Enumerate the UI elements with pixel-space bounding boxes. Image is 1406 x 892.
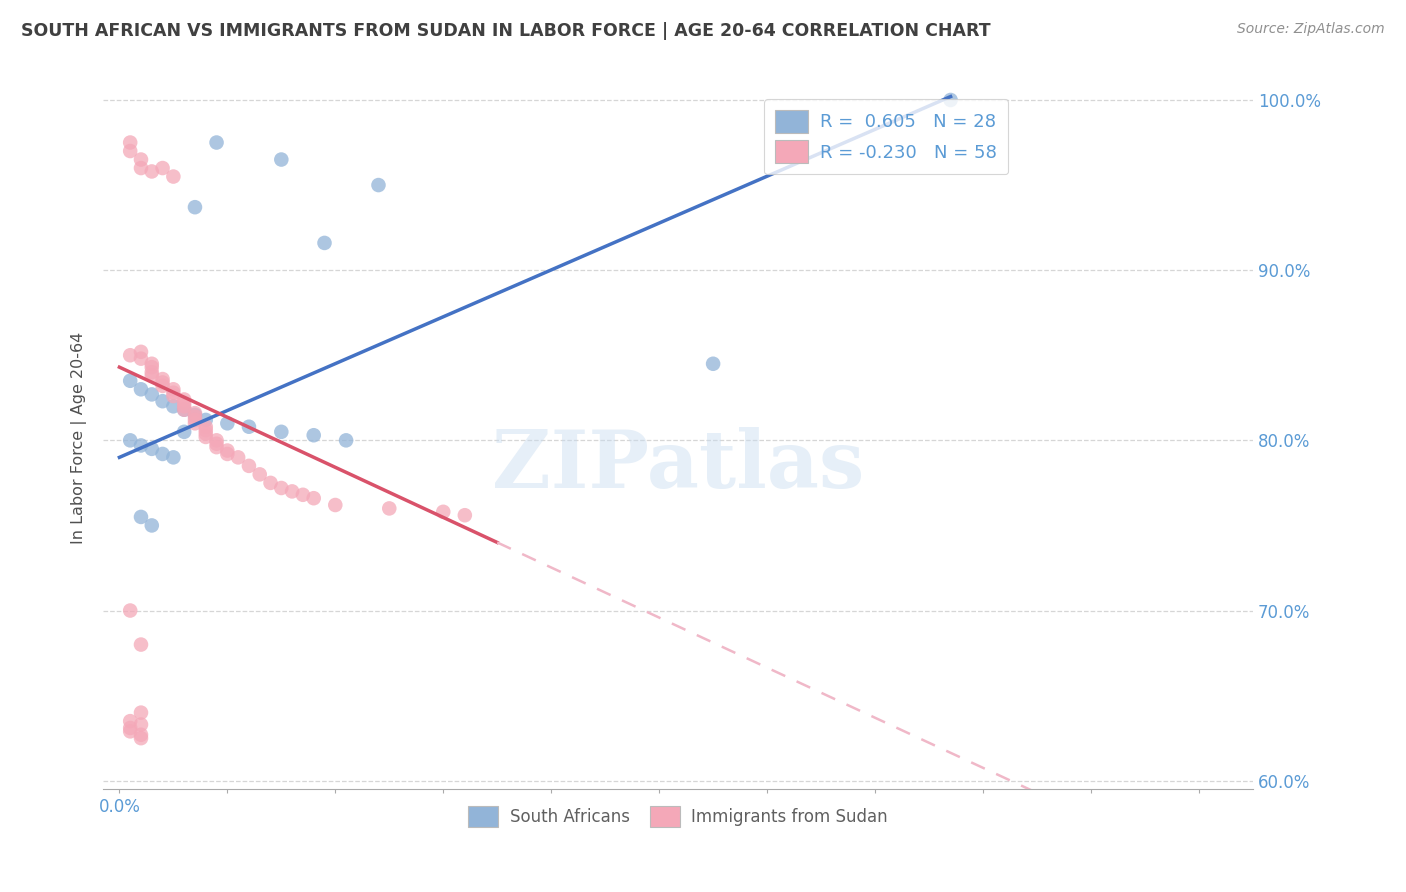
Point bbox=[217, 417, 239, 431]
Point bbox=[378, 501, 401, 516]
Text: SOUTH AFRICAN VS IMMIGRANTS FROM SUDAN IN LABOR FORCE | AGE 20-64 CORRELATION CH: SOUTH AFRICAN VS IMMIGRANTS FROM SUDAN I… bbox=[21, 22, 991, 40]
Point bbox=[129, 706, 152, 720]
Point bbox=[173, 425, 195, 439]
Point bbox=[141, 387, 163, 401]
Point bbox=[129, 731, 152, 746]
Text: ZIPatlas: ZIPatlas bbox=[492, 427, 865, 505]
Point bbox=[129, 510, 152, 524]
Point bbox=[454, 508, 477, 523]
Point bbox=[184, 408, 207, 422]
Point bbox=[302, 491, 325, 506]
Point bbox=[194, 423, 217, 437]
Point bbox=[129, 344, 152, 359]
Y-axis label: In Labor Force | Age 20-64: In Labor Force | Age 20-64 bbox=[72, 332, 87, 544]
Point bbox=[120, 144, 142, 158]
Point bbox=[120, 434, 142, 448]
Point bbox=[194, 430, 217, 444]
Point bbox=[173, 402, 195, 417]
Point bbox=[281, 484, 304, 499]
Point bbox=[939, 93, 962, 107]
Point bbox=[162, 385, 184, 400]
Point bbox=[120, 721, 142, 735]
Point bbox=[194, 419, 217, 434]
Point bbox=[129, 728, 152, 742]
Point bbox=[249, 467, 271, 482]
Point bbox=[291, 488, 314, 502]
Point bbox=[173, 400, 195, 414]
Point bbox=[205, 436, 228, 450]
Point bbox=[152, 376, 174, 390]
Point bbox=[335, 434, 357, 448]
Point bbox=[173, 396, 195, 410]
Point bbox=[194, 426, 217, 441]
Legend: South Africans, Immigrants from Sudan: South Africans, Immigrants from Sudan bbox=[461, 799, 894, 834]
Point bbox=[152, 394, 174, 409]
Point bbox=[259, 475, 281, 490]
Point bbox=[270, 481, 292, 495]
Point bbox=[226, 450, 249, 465]
Point bbox=[162, 389, 184, 403]
Point bbox=[184, 406, 207, 420]
Point bbox=[702, 357, 724, 371]
Point bbox=[367, 178, 389, 192]
Point bbox=[194, 413, 217, 427]
Point bbox=[120, 714, 142, 728]
Point bbox=[141, 368, 163, 383]
Point bbox=[270, 425, 292, 439]
Point bbox=[162, 169, 184, 184]
Point bbox=[129, 438, 152, 452]
Point bbox=[162, 400, 184, 414]
Point bbox=[129, 382, 152, 396]
Point bbox=[270, 153, 292, 167]
Point bbox=[184, 200, 207, 214]
Point bbox=[141, 360, 163, 375]
Point bbox=[120, 374, 142, 388]
Point bbox=[152, 372, 174, 386]
Point bbox=[217, 443, 239, 458]
Point bbox=[152, 379, 174, 393]
Point bbox=[432, 505, 454, 519]
Point bbox=[120, 136, 142, 150]
Point bbox=[302, 428, 325, 442]
Point bbox=[129, 638, 152, 652]
Point bbox=[238, 419, 260, 434]
Point bbox=[205, 434, 228, 448]
Point bbox=[205, 136, 228, 150]
Point bbox=[162, 382, 184, 396]
Point bbox=[120, 603, 142, 617]
Point bbox=[120, 724, 142, 739]
Point bbox=[184, 409, 207, 424]
Text: Source: ZipAtlas.com: Source: ZipAtlas.com bbox=[1237, 22, 1385, 37]
Point bbox=[323, 498, 346, 512]
Point bbox=[141, 357, 163, 371]
Point bbox=[120, 348, 142, 362]
Point bbox=[141, 365, 163, 379]
Point bbox=[184, 413, 207, 427]
Point bbox=[162, 450, 184, 465]
Point bbox=[141, 164, 163, 178]
Point bbox=[129, 717, 152, 731]
Point bbox=[141, 442, 163, 456]
Point bbox=[314, 235, 336, 250]
Point bbox=[238, 458, 260, 473]
Point bbox=[205, 440, 228, 454]
Point bbox=[129, 161, 152, 175]
Point bbox=[173, 392, 195, 407]
Point bbox=[173, 402, 195, 417]
Point bbox=[152, 447, 174, 461]
Point bbox=[217, 447, 239, 461]
Point bbox=[184, 417, 207, 431]
Point bbox=[129, 351, 152, 366]
Point bbox=[152, 161, 174, 175]
Point bbox=[141, 518, 163, 533]
Point bbox=[129, 153, 152, 167]
